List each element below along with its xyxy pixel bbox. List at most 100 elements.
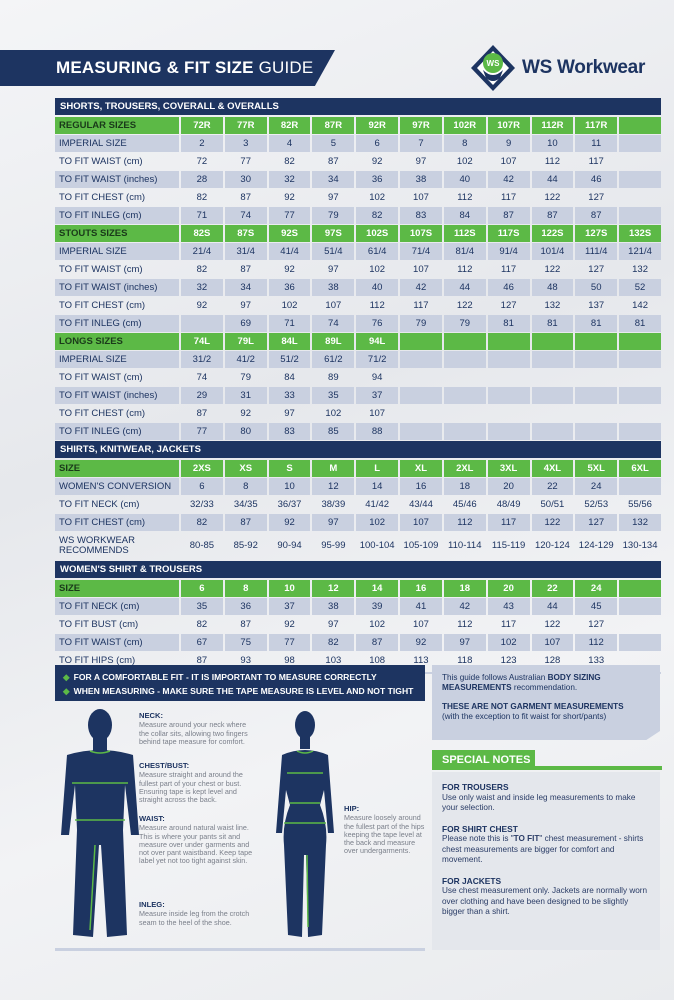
table-cell: 127 [588, 619, 605, 630]
table-cell: 82 [196, 192, 208, 203]
table-cell: 92R [356, 117, 399, 134]
table-cell: 32 [181, 279, 223, 296]
table-cell [575, 405, 617, 422]
table-cell: 41 [400, 598, 442, 615]
table-cell: 61/4 [356, 243, 399, 260]
table-cell: 40 [443, 171, 486, 188]
table-cell: 127 [588, 192, 605, 203]
table-cell: 122S [531, 225, 574, 242]
table-cell: 72 [196, 156, 208, 167]
table-cell: 87 [328, 156, 339, 167]
table-cell: 81 [575, 315, 618, 332]
table-cell: 22 [531, 478, 574, 495]
row-label: TO FIT CHEST (cm) [55, 514, 179, 531]
diamond-bullet-icon: ◆ [63, 672, 70, 682]
table-row: IMPERIAL SIZE 31/2 41/2 51/2 61/2 71/2 [55, 351, 661, 368]
table-cell [619, 369, 661, 386]
table-cell: 74 [312, 315, 355, 332]
table-row: TO FIT WAIST (inches) 28 30 32 34 36 38 40 42 44 4… [55, 171, 661, 188]
info-note: THESE ARE NOT GARMENT MEASUREMENTS (with … [442, 702, 624, 721]
table-cell: 81 [487, 315, 530, 332]
table-cell: 107 [531, 634, 574, 651]
table-cell: 132S [619, 225, 661, 242]
table-cell: 74 [196, 372, 208, 383]
table-cell: 87 [196, 408, 208, 419]
table-cell: 87 [531, 207, 574, 224]
table-cell: 35 [181, 598, 223, 615]
row-label: TO FIT INLEG (cm) [55, 423, 179, 440]
size-header-row: SIZE 2XS XS S M L XL 2XL 3XL 4XL 5XL 6XL [55, 460, 661, 477]
table-cell: 3XL [487, 460, 530, 477]
table-row: TO FIT HIPS (cm) 87 93 98 103 108 113 118 123 128… [55, 652, 661, 669]
table-cell: 127S [575, 225, 618, 242]
table-cell: 107R [487, 117, 530, 134]
size-header-row: STOUTS SIZES 82S 87S 92S 97S 102S 107S 112S 117S… [55, 225, 661, 242]
table-cell: 92 [284, 619, 295, 630]
size-header-row: SIZE 6 8 10 12 14 16 18 20 22 24 [55, 580, 661, 597]
row-label: TO FIT WAIST (inches) [55, 279, 179, 296]
table-cell [575, 333, 618, 350]
table-row: WOMEN'S CONVERSION 6 8 10 12 14 16 18 20 22 24 [55, 478, 661, 495]
table-cell: 130-134 [622, 540, 658, 551]
size-table: SIZE 6 8 10 12 14 16 18 20 22 24 TO FIT NECK (cm) 35… [53, 579, 663, 670]
row-label: WOMEN'S CONVERSION [55, 478, 179, 495]
table-cell: 107 [413, 264, 429, 275]
table-cell: 108 [369, 655, 386, 666]
table-cell: 132 [544, 300, 561, 311]
table-cell: 82 [312, 634, 355, 651]
table-cell: 34/35 [233, 499, 258, 510]
table-cell: 39 [356, 598, 399, 615]
table-cell: 32/33 [190, 499, 214, 510]
table-cell: 81 [531, 315, 574, 332]
table-cell: 32 [268, 171, 311, 188]
table-cell: 122 [456, 300, 473, 311]
table-row: TO FIT WAIST (cm) 82 87 92 97 102 107 112 117 122… [55, 261, 661, 278]
table-cell: 97 [328, 192, 339, 203]
table-cell: 132 [619, 514, 661, 531]
row-label: TO FIT NECK (cm) [55, 598, 179, 615]
table-cell: 83 [400, 207, 442, 224]
table-row: IMPERIAL SIZE 2 3 4 5 6 7 8 9 10 11 [55, 135, 661, 152]
table-cell: 8 [224, 580, 267, 597]
table-cell [443, 387, 486, 404]
table-row: TO FIT INLEG (cm) 71 74 77 79 82 83 84 87 87 87 [55, 207, 661, 224]
table-cell: 89L [312, 333, 355, 350]
table-cell: 28 [181, 171, 223, 188]
measuring-tips: ◆ FOR A COMFORTABLE FIT - IT IS IMPORTANT… [55, 665, 425, 701]
table-cell: 84 [284, 372, 295, 383]
page-title: MEASURING & FIT SIZE GUIDE [56, 58, 314, 77]
table-cell: 87 [575, 207, 618, 224]
table-cell: 2 [181, 135, 223, 152]
table-cell: 82 [196, 619, 208, 630]
table-cell: L [356, 460, 399, 477]
table-cell [400, 351, 442, 368]
table-cell: 14 [356, 478, 399, 495]
table-cell: 41/2 [224, 351, 267, 368]
table-cell: 44 [443, 279, 486, 296]
table-cell: 85-92 [233, 540, 258, 551]
table-cell [400, 423, 442, 440]
table-cell: 4 [268, 135, 311, 152]
table-cell: 44 [531, 598, 574, 615]
table-cell: 38 [312, 598, 355, 615]
table-cell: 37 [268, 598, 311, 615]
table-cell [443, 351, 486, 368]
table-cell: 117 [501, 264, 517, 275]
table-cell: 38/39 [321, 499, 346, 510]
table-cell: 79L [224, 333, 267, 350]
table-cell [444, 405, 486, 422]
table-cell: 34 [224, 279, 267, 296]
table-cell: 97R [400, 117, 442, 134]
table-row: IMPERIAL SIZE 21/4 31/4 41/4 51/4 61/4 71/4 81/… [55, 243, 661, 260]
table-cell: 92 [371, 156, 383, 167]
table-cell: 102 [281, 300, 298, 311]
table-cell: 122 [544, 264, 561, 275]
table-cell [619, 171, 661, 188]
table-cell: 88 [356, 423, 399, 440]
table-row: TO FIT NECK (cm) 35 36 37 38 39 41 42 43 44 45 [55, 598, 661, 615]
table-cell: 97 [312, 514, 355, 531]
table-cell [531, 387, 574, 404]
table-cell: 117S [487, 225, 530, 242]
table-cell [443, 423, 486, 440]
table-cell: 6XL [619, 460, 661, 477]
